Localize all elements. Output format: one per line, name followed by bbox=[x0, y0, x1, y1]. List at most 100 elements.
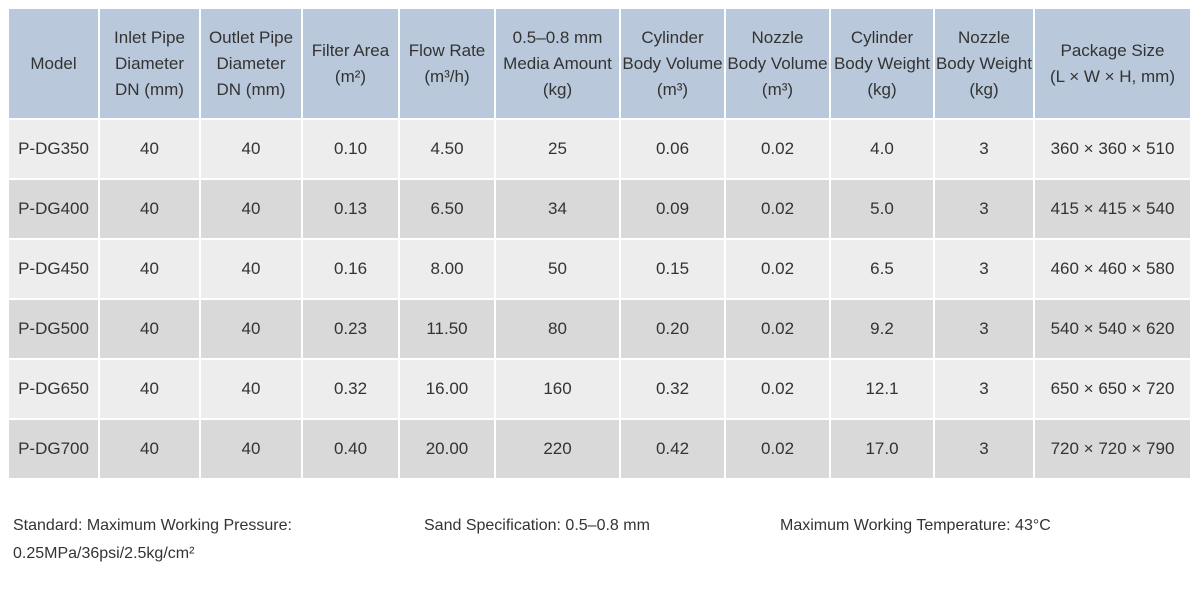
header-line: DN (mm) bbox=[115, 79, 184, 99]
data-cell: 220 bbox=[494, 418, 621, 480]
header-cell: Filter Area (m²) bbox=[301, 7, 400, 120]
data-cell: 0.02 bbox=[724, 118, 831, 180]
data-cell: 34 bbox=[494, 178, 621, 240]
data-row: P-DG500 40 40 0.23 11.50 80 0.20 0.02 9.2 3 540 × … bbox=[7, 298, 1192, 360]
data-cell: 20.00 bbox=[398, 418, 496, 480]
data-cell: 6.50 bbox=[398, 178, 496, 240]
data-cell: 160 bbox=[494, 358, 621, 420]
note-line: Standard: Maximum Working Pressure: bbox=[13, 517, 292, 534]
header-line: (m³) bbox=[656, 79, 689, 99]
data-row: P-DG450 40 40 0.16 8.00 50 0.15 0.02 6.5 3 460 × 4… bbox=[7, 238, 1192, 300]
header-line: Cylinder bbox=[850, 27, 914, 47]
header-line: (kg) bbox=[969, 79, 999, 99]
data-cell: 12.1 bbox=[829, 358, 935, 420]
data-cell: 720 × 720 × 790 bbox=[1033, 418, 1192, 480]
header-line: Nozzle bbox=[958, 27, 1010, 47]
data-cell: 3 bbox=[933, 298, 1035, 360]
header-line: (m³/h) bbox=[424, 66, 470, 86]
data-cell: 3 bbox=[933, 418, 1035, 480]
header-cell: Cylinder Body Volume (m³) bbox=[619, 7, 726, 120]
header-line: (m³) bbox=[761, 79, 794, 99]
data-cell: 540 × 540 × 620 bbox=[1033, 298, 1192, 360]
note-line: 0.25MPa/36psi/2.5kg/cm² bbox=[13, 545, 195, 562]
data-cell: 40 bbox=[199, 358, 303, 420]
data-cell: P-DG450 bbox=[7, 238, 100, 300]
header-row: Model Inlet Pipe Diameter DN (mm) Outlet Pip… bbox=[7, 7, 1192, 120]
header-line: (m²) bbox=[334, 66, 367, 86]
header-cell: Model bbox=[7, 7, 100, 120]
data-cell: 0.02 bbox=[724, 178, 831, 240]
data-cell: 0.10 bbox=[301, 118, 400, 180]
note: Maximum Working Temperature: 43°C bbox=[780, 512, 1051, 540]
data-cell: 0.13 bbox=[301, 178, 400, 240]
header-line: Inlet Pipe bbox=[114, 27, 185, 47]
data-cell: 5.0 bbox=[829, 178, 935, 240]
note: Standard: Maximum Working Pressure: 0.25M… bbox=[13, 512, 292, 568]
header-line: Package Size bbox=[1060, 40, 1165, 60]
data-cell: 0.15 bbox=[619, 238, 726, 300]
data-cell: P-DG700 bbox=[7, 418, 100, 480]
header-cell: Inlet Pipe Diameter DN (mm) bbox=[98, 7, 201, 120]
data-cell: 11.50 bbox=[398, 298, 496, 360]
data-cell: 0.06 bbox=[619, 118, 726, 180]
header-line: Nozzle bbox=[751, 27, 804, 47]
header-cell: Nozzle Body Weight (kg) bbox=[933, 7, 1035, 120]
data-cell: 6.5 bbox=[829, 238, 935, 300]
header-cell: Cylinder Body Weight (kg) bbox=[829, 7, 935, 120]
header-line: Filter Area bbox=[311, 40, 390, 60]
header-line: Body Weight bbox=[833, 53, 931, 73]
header-cell: Outlet Pipe Diameter DN (mm) bbox=[199, 7, 303, 120]
data-row: P-DG700 40 40 0.40 20.00 220 0.42 0.02 17.0 3 720 … bbox=[7, 418, 1192, 480]
data-cell: 3 bbox=[933, 178, 1035, 240]
header-line: Flow Rate bbox=[408, 40, 486, 60]
header-cell: Nozzle Body Volume (m³) bbox=[724, 7, 831, 120]
data-cell: 0.02 bbox=[724, 358, 831, 420]
data-cell: 360 × 360 × 510 bbox=[1033, 118, 1192, 180]
header-line: Body Weight bbox=[935, 53, 1033, 73]
header-line: Model bbox=[30, 53, 77, 73]
data-cell: 4.50 bbox=[398, 118, 496, 180]
data-cell: 16.00 bbox=[398, 358, 496, 420]
header-line: 0.5–0.8 mm bbox=[512, 27, 603, 47]
data-cell: 0.32 bbox=[619, 358, 726, 420]
header-line: (kg) bbox=[867, 79, 897, 99]
data-cell: 0.23 bbox=[301, 298, 400, 360]
data-cell: 3 bbox=[933, 238, 1035, 300]
data-cell: 0.02 bbox=[724, 298, 831, 360]
header-line: Diameter bbox=[216, 53, 286, 73]
data-cell: 40 bbox=[98, 118, 201, 180]
data-cell: 9.2 bbox=[829, 298, 935, 360]
header-line: Body Volume bbox=[727, 53, 828, 73]
data-cell: 0.32 bbox=[301, 358, 400, 420]
data-cell: 0.16 bbox=[301, 238, 400, 300]
header-cell: Package Size (L × W × H, mm) bbox=[1033, 7, 1192, 120]
data-cell: 40 bbox=[98, 358, 201, 420]
data-cell: 25 bbox=[494, 118, 621, 180]
data-cell: 40 bbox=[98, 298, 201, 360]
data-cell: 40 bbox=[98, 178, 201, 240]
data-cell: 0.02 bbox=[724, 238, 831, 300]
header-line: (L × W × H, mm) bbox=[1050, 66, 1175, 86]
note: Sand Specification: 0.5–0.8 mm bbox=[424, 512, 650, 540]
spec-table: Model Inlet Pipe Diameter DN (mm) Outlet Pip… bbox=[7, 7, 1192, 480]
data-cell: 3 bbox=[933, 358, 1035, 420]
data-cell: 460 × 460 × 580 bbox=[1033, 238, 1192, 300]
data-cell: 40 bbox=[199, 178, 303, 240]
data-row: P-DG350 40 40 0.10 4.50 25 0.06 0.02 4.0 3 360 × 3… bbox=[7, 118, 1192, 180]
data-cell: 17.0 bbox=[829, 418, 935, 480]
data-cell: 50 bbox=[494, 238, 621, 300]
data-cell: 8.00 bbox=[398, 238, 496, 300]
data-cell: 415 × 415 × 540 bbox=[1033, 178, 1192, 240]
data-cell: 40 bbox=[98, 238, 201, 300]
header-line: Cylinder bbox=[641, 27, 704, 47]
data-cell: P-DG650 bbox=[7, 358, 100, 420]
header-line: (kg) bbox=[542, 79, 573, 99]
data-cell: 0.20 bbox=[619, 298, 726, 360]
data-cell: 40 bbox=[199, 298, 303, 360]
data-row: P-DG650 40 40 0.32 16.00 160 0.32 0.02 12.1 3 650 … bbox=[7, 358, 1192, 420]
data-cell: 40 bbox=[199, 418, 303, 480]
note-line: Sand Specification: 0.5–0.8 mm bbox=[424, 517, 650, 534]
data-cell: 4.0 bbox=[829, 118, 935, 180]
data-cell: 650 × 650 × 720 bbox=[1033, 358, 1192, 420]
